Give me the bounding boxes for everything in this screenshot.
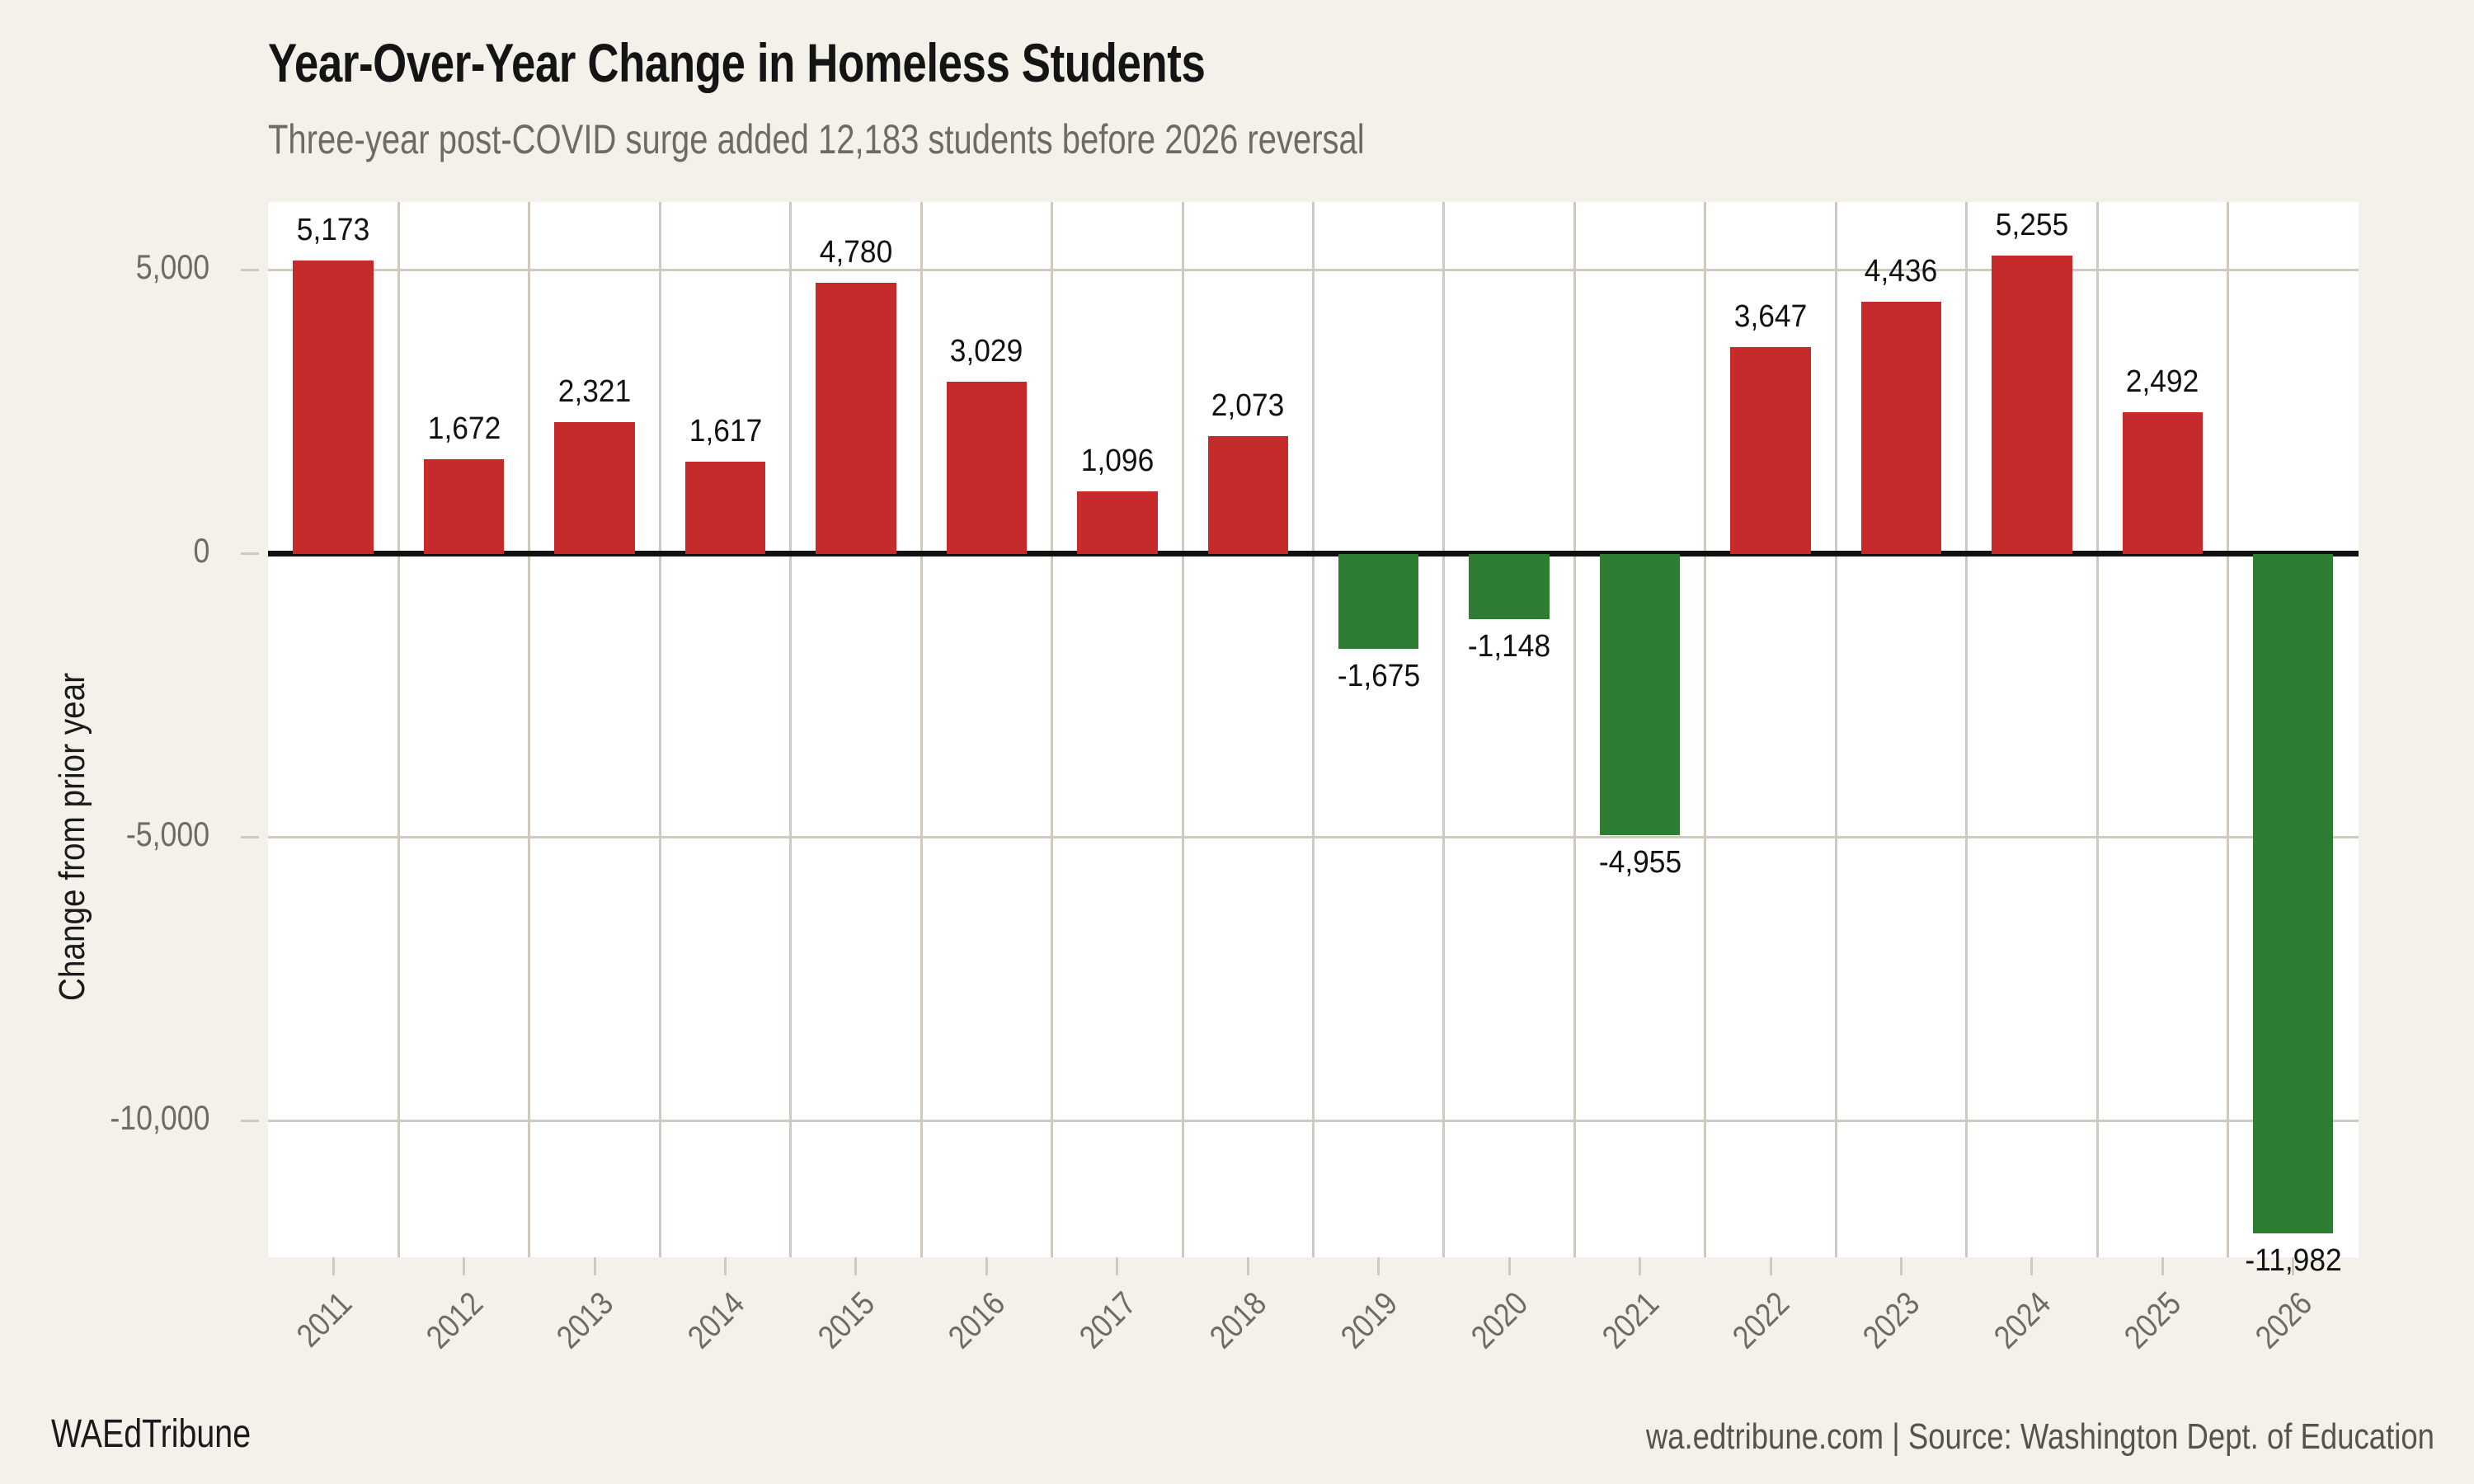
- x-axis-tick-mark: [1507, 1257, 1511, 1275]
- bar-2016[interactable]: [946, 382, 1028, 554]
- x-axis-tick-mark: [2292, 1257, 2295, 1275]
- x-axis-tick-label-2013: 2013: [549, 1285, 621, 1356]
- bar-2022[interactable]: [1730, 346, 1811, 554]
- bar-2012[interactable]: [423, 458, 505, 554]
- x-axis-tick-mark: [2161, 1257, 2164, 1275]
- x-axis-tick-label-2015: 2015: [811, 1285, 882, 1356]
- x-axis-tick-label-2023: 2023: [1856, 1285, 1927, 1356]
- bar-value-label-2021: -4,955: [1598, 844, 1681, 880]
- x-axis-tick-label-2026: 2026: [2248, 1285, 2319, 1356]
- gridline-vertical: [397, 202, 400, 1257]
- x-axis-tick-label-2012: 2012: [419, 1285, 490, 1356]
- x-axis-tick-label-2016: 2016: [942, 1285, 1013, 1356]
- bar-2017[interactable]: [1077, 491, 1158, 554]
- gridline-vertical: [658, 202, 661, 1257]
- bar-value-label-2011: 5,173: [297, 212, 370, 247]
- bar-value-label-2022: 3,647: [1733, 298, 1808, 334]
- bar-value-label-2016: 3,029: [950, 334, 1023, 369]
- x-axis-tick-label-2024: 2024: [1987, 1285, 2058, 1356]
- x-axis: 2011 2012 2013 2014 2015 2016 2017 2018 2019 2020…: [268, 1257, 2359, 1447]
- x-axis-tick-mark: [463, 1257, 466, 1275]
- y-axis-tick-label: 0: [193, 530, 209, 570]
- bar-2024[interactable]: [1992, 256, 2072, 554]
- bar-2025[interactable]: [2122, 412, 2204, 554]
- x-axis-tick-label-2022: 2022: [1725, 1285, 1797, 1356]
- y-axis-tick-mark: [241, 552, 259, 556]
- bar-2011[interactable]: [293, 260, 374, 554]
- x-axis-tick-mark: [724, 1257, 727, 1275]
- x-axis-tick-label-2018: 2018: [1203, 1285, 1274, 1356]
- y-axis-tick-label: -10,000: [109, 1097, 209, 1137]
- bar-value-label-2020: -1,148: [1468, 628, 1551, 664]
- y-axis-tick-mark: [241, 1120, 259, 1123]
- y-axis-tick-mark: [241, 836, 259, 839]
- x-axis-tick-label-2011: 2011: [289, 1285, 360, 1355]
- gridline-vertical: [2095, 202, 2099, 1257]
- bar-2014[interactable]: [684, 462, 766, 554]
- bar-2021[interactable]: [1599, 553, 1681, 835]
- x-axis-tick-label-2019: 2019: [1333, 1285, 1404, 1356]
- gridline-vertical: [1573, 202, 1576, 1257]
- x-axis-tick-mark: [1246, 1257, 1249, 1275]
- x-axis-tick-mark: [1116, 1257, 1119, 1275]
- bar-value-label-2025: 2,492: [2126, 364, 2199, 400]
- bar-2020[interactable]: [1469, 553, 1550, 619]
- bar-value-label-2018: 2,073: [1211, 388, 1285, 423]
- y-axis-tick-label: -5,000: [125, 814, 209, 853]
- chart-title: Year-Over-Year Change in Homeless Studen…: [268, 32, 1206, 93]
- zero-baseline: [268, 551, 2359, 557]
- plot-area: 5,173 1,672 2,321 1,617 4,780 3,029 1,096 2,073…: [268, 202, 2359, 1278]
- x-axis-tick-mark: [332, 1257, 335, 1275]
- gridline-vertical: [2227, 202, 2230, 1257]
- gridline-vertical: [1442, 202, 1446, 1257]
- x-axis-tick-mark: [854, 1257, 858, 1275]
- gridline-vertical: [789, 202, 793, 1257]
- gridline-vertical: [1834, 202, 1837, 1257]
- gridline-vertical: [1965, 202, 1968, 1257]
- bar-2019[interactable]: [1338, 553, 1419, 649]
- footer-brand: WAEdTribune: [51, 1412, 252, 1456]
- x-axis-tick-mark: [1377, 1257, 1380, 1275]
- bar-2015[interactable]: [816, 282, 896, 554]
- gridline-vertical: [1051, 202, 1054, 1257]
- bar-2018[interactable]: [1207, 436, 1288, 554]
- chart-subtitle: Three-year post-COVID surge added 12,183…: [268, 116, 1365, 162]
- y-axis: Change from prior year 5,000 0 -5,000 -10,0…: [0, 202, 259, 1257]
- x-axis-tick-mark: [1639, 1257, 1642, 1275]
- gridline-vertical: [1704, 202, 1707, 1257]
- gridline-vertical: [528, 202, 531, 1257]
- bar-value-label-2012: 1,672: [427, 411, 501, 446]
- bar-2023[interactable]: [1860, 302, 1942, 554]
- x-axis-tick-mark: [593, 1257, 596, 1275]
- y-axis-tick-mark: [241, 269, 259, 272]
- x-axis-tick-mark: [985, 1257, 988, 1275]
- x-axis-tick-mark: [2030, 1257, 2034, 1275]
- bar-value-label-2019: -1,675: [1337, 658, 1420, 693]
- x-axis-tick-label-2025: 2025: [2118, 1285, 2189, 1356]
- bar-value-label-2014: 1,617: [689, 414, 762, 449]
- gridline-vertical: [1181, 202, 1184, 1257]
- y-axis-title: Change from prior year: [52, 672, 92, 1002]
- bar-value-label-2023: 4,436: [1865, 254, 1938, 289]
- x-axis-tick-label-2017: 2017: [1072, 1285, 1143, 1356]
- x-axis-tick-mark: [1899, 1257, 1903, 1275]
- gridline-vertical: [920, 202, 923, 1257]
- x-axis-tick-mark: [1769, 1257, 1772, 1275]
- bar-value-label-2013: 2,321: [557, 373, 632, 409]
- gridline-vertical: [1312, 202, 1315, 1257]
- bar-value-label-2017: 1,096: [1080, 444, 1155, 479]
- x-axis-tick-label-2020: 2020: [1465, 1285, 1536, 1356]
- bar-value-label-2024: 5,255: [1995, 208, 2069, 243]
- x-axis-tick-label-2014: 2014: [680, 1285, 751, 1356]
- bar-value-label-2015: 4,780: [819, 234, 893, 270]
- footer-source: wa.edtribune.com | Source: Washington De…: [1645, 1416, 2434, 1457]
- bar-2026[interactable]: [2253, 553, 2334, 1234]
- x-axis-tick-label-2021: 2021: [1595, 1285, 1666, 1356]
- y-axis-tick-label: 5,000: [135, 247, 209, 286]
- bar-2013[interactable]: [554, 421, 635, 554]
